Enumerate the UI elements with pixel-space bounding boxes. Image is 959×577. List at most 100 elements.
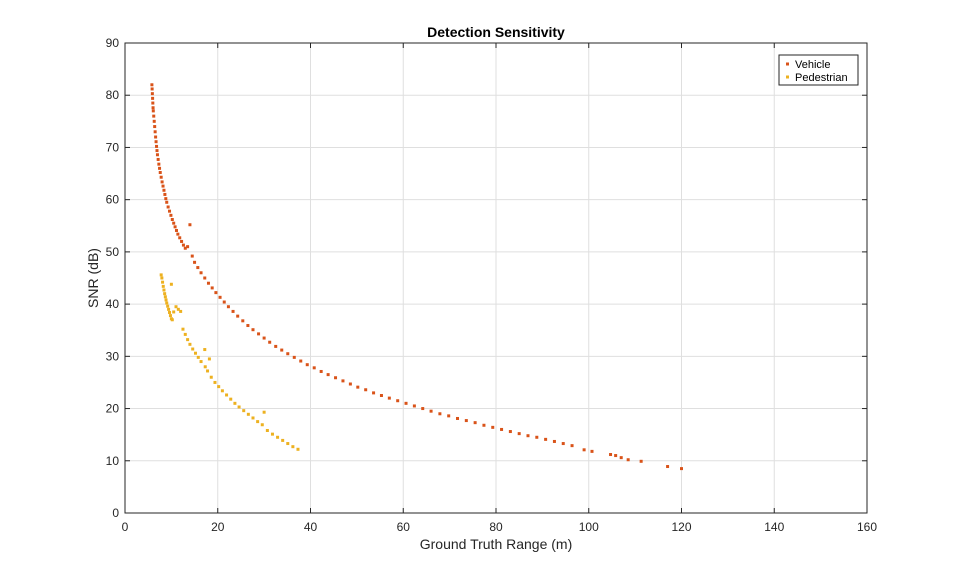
- data-point-pedestrian: [207, 357, 211, 361]
- tick-layer: 0 20 40 60 80 100 120 140 160 0 10 20 30 40 50 60 70 80 90: [106, 36, 878, 534]
- data-point-pedestrian: [270, 432, 274, 436]
- data-point-vehicle: [151, 109, 155, 113]
- data-point-pedestrian: [193, 351, 197, 355]
- data-point-pedestrian: [181, 327, 185, 331]
- y-axis-label: SNR (dB): [85, 248, 101, 308]
- data-point-vehicle: [421, 407, 425, 411]
- data-point-vehicle: [152, 114, 156, 118]
- data-point-vehicle: [166, 205, 170, 209]
- data-point-vehicle: [156, 157, 160, 161]
- data-point-vehicle: [312, 366, 316, 370]
- data-point-vehicle: [180, 239, 184, 243]
- y-tick-label: 70: [106, 140, 120, 154]
- data-point-vehicle: [218, 295, 222, 299]
- data-point-pedestrian: [286, 442, 290, 446]
- y-tick-label: 60: [106, 193, 120, 207]
- data-point-vehicle: [159, 175, 163, 179]
- data-point-pedestrian: [242, 409, 246, 413]
- data-point-pedestrian: [165, 301, 169, 305]
- data-point-vehicle: [222, 300, 226, 304]
- data-point-vehicle: [150, 92, 154, 96]
- data-point-vehicle: [544, 437, 548, 441]
- data-point-pedestrian: [229, 397, 233, 401]
- series-vehicle: [150, 83, 683, 471]
- series-layer: [150, 83, 683, 471]
- data-point-vehicle: [155, 153, 159, 157]
- data-point-vehicle: [158, 171, 162, 175]
- data-point-vehicle: [619, 456, 623, 460]
- data-point-pedestrian: [203, 348, 207, 352]
- data-point-vehicle: [614, 454, 618, 458]
- data-point-vehicle: [319, 369, 323, 373]
- data-point-vehicle: [508, 430, 512, 434]
- data-point-vehicle: [152, 119, 156, 123]
- legend-label-vehicle: Vehicle: [795, 59, 830, 71]
- data-point-vehicle: [155, 144, 159, 148]
- data-point-vehicle: [561, 442, 565, 446]
- data-point-vehicle: [161, 184, 165, 188]
- data-point-vehicle: [162, 188, 166, 192]
- data-point-vehicle: [257, 332, 261, 336]
- data-point-pedestrian: [196, 355, 200, 359]
- data-point-pedestrian: [159, 273, 163, 277]
- data-point-vehicle: [251, 328, 255, 332]
- data-point-pedestrian: [281, 438, 285, 442]
- legend-marker-pedestrian: [786, 75, 789, 79]
- data-point-pedestrian: [169, 282, 173, 286]
- data-point-vehicle: [274, 344, 278, 348]
- data-point-vehicle: [447, 414, 451, 418]
- data-point-vehicle: [151, 101, 155, 105]
- data-point-vehicle: [157, 162, 161, 166]
- data-point-pedestrian: [172, 310, 176, 314]
- data-point-vehicle: [153, 125, 157, 129]
- data-point-pedestrian: [166, 304, 170, 308]
- data-point-pedestrian: [161, 284, 165, 288]
- data-point-vehicle: [372, 391, 376, 395]
- data-point-pedestrian: [162, 288, 166, 292]
- x-tick-label: 60: [397, 520, 411, 534]
- data-point-vehicle: [379, 394, 383, 397]
- data-point-vehicle: [150, 87, 154, 91]
- data-point-vehicle: [155, 149, 159, 153]
- data-point-vehicle: [626, 458, 630, 462]
- data-point-vehicle: [186, 245, 190, 249]
- data-point-pedestrian: [296, 447, 300, 451]
- y-tick-label: 80: [106, 88, 120, 102]
- data-point-pedestrian: [225, 393, 229, 397]
- data-point-pedestrian: [164, 298, 168, 302]
- data-point-vehicle: [154, 140, 158, 144]
- x-tick-label: 80: [489, 520, 503, 534]
- y-tick-label: 30: [106, 349, 120, 363]
- x-axis-label: Ground Truth Range (m): [420, 536, 573, 552]
- data-point-vehicle: [206, 281, 210, 285]
- data-point-vehicle: [570, 444, 574, 448]
- data-point-pedestrian: [220, 389, 224, 393]
- data-point-vehicle: [163, 192, 167, 196]
- data-point-vehicle: [552, 439, 556, 443]
- data-point-pedestrian: [233, 401, 237, 405]
- data-point-pedestrian: [183, 332, 187, 336]
- y-tick-label: 90: [106, 36, 120, 50]
- data-point-pedestrian: [251, 416, 255, 420]
- data-point-vehicle: [178, 236, 182, 240]
- data-point-vehicle: [246, 324, 250, 328]
- data-point-pedestrian: [260, 423, 264, 427]
- data-point-vehicle: [473, 421, 477, 425]
- data-point-vehicle: [262, 336, 266, 340]
- data-point-vehicle: [172, 221, 176, 225]
- legend-box: [778, 54, 859, 86]
- data-point-vehicle: [482, 423, 486, 427]
- data-point-vehicle: [210, 286, 214, 290]
- data-point-vehicle: [199, 271, 203, 275]
- data-point-vehicle: [231, 309, 235, 313]
- data-point-pedestrian: [256, 420, 260, 424]
- data-point-pedestrian: [167, 307, 171, 311]
- data-point-vehicle: [526, 434, 530, 438]
- data-point-vehicle: [165, 200, 169, 204]
- data-point-pedestrian: [265, 428, 269, 432]
- x-tick-label: 160: [857, 520, 877, 534]
- data-point-vehicle: [153, 130, 157, 134]
- data-point-vehicle: [169, 213, 173, 217]
